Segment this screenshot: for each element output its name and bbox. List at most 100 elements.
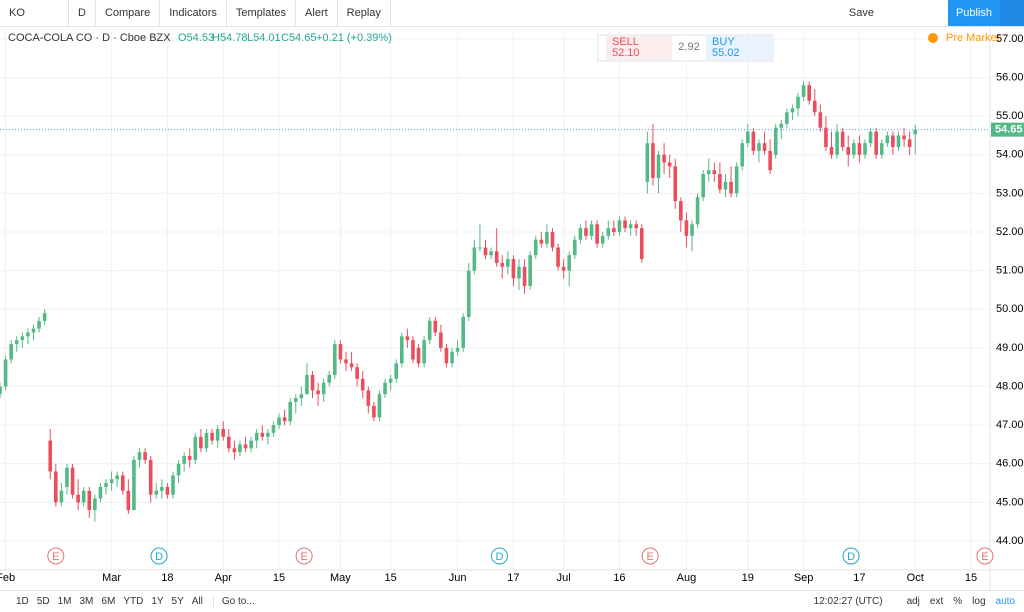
save-button[interactable]: Save [848, 7, 874, 19]
candle-body [556, 247, 560, 267]
pre-market-icon [928, 33, 938, 43]
candle-body [411, 340, 415, 360]
candle-body [684, 220, 689, 236]
candle-body [779, 123, 784, 128]
range[interactable]: 3M [79, 596, 94, 607]
candle-body [455, 347, 460, 352]
tool-button[interactable]: Templates [227, 0, 297, 26]
candle-body [104, 483, 108, 487]
play-button[interactable] [1000, 0, 1024, 26]
candle-body [812, 100, 817, 113]
candle-body [561, 266, 566, 271]
legend-high: H54.78 [212, 32, 247, 44]
candle-body [863, 143, 867, 155]
range[interactable]: 5Y [171, 596, 184, 607]
publish-button[interactable]: Publish [948, 0, 1000, 26]
candle-body [461, 316, 465, 348]
x-tick-label: Oct [907, 572, 924, 584]
candle-body [885, 135, 890, 144]
goto[interactable]: Go to... [212, 596, 259, 607]
candle-body [500, 262, 505, 267]
candle-body [59, 490, 64, 503]
y-tick-label: 57.00 [996, 33, 1024, 45]
x-tick-label: 15 [385, 572, 397, 584]
y-tick-label: 45.00 [996, 496, 1024, 508]
candle-body [299, 394, 304, 399]
candle-body [790, 108, 795, 113]
range[interactable]: YTD [123, 596, 144, 607]
candle-body [539, 239, 544, 244]
candle-body [718, 174, 722, 190]
candle-body [734, 166, 739, 194]
y-tick-label: 54.00 [996, 149, 1024, 161]
candle-body [277, 417, 281, 426]
candle-body [282, 417, 287, 422]
candle-body [115, 475, 119, 480]
clock: 12:02:27 (UTC) [813, 596, 883, 607]
sell-box[interactable] [606, 36, 672, 60]
candle-body [221, 429, 226, 437]
tool-button[interactable]: Alert [296, 0, 338, 26]
candle-body [584, 228, 588, 236]
candle-body [902, 135, 906, 140]
candle-body [907, 139, 912, 148]
y-tick-label: 56.00 [996, 71, 1024, 83]
candle-body [31, 328, 36, 333]
y-tick-label: 51.00 [996, 265, 1024, 277]
candle-body [321, 382, 326, 395]
interval[interactable]: D [69, 0, 96, 26]
tool-button[interactable]: Replay [338, 0, 391, 26]
range[interactable]: 1M [57, 596, 72, 607]
candle-body [824, 127, 828, 148]
range[interactable]: 1D [16, 596, 29, 607]
candle-body [494, 251, 499, 263]
candle-body [288, 401, 292, 422]
option[interactable]: adj [906, 596, 920, 607]
candle-body [305, 374, 309, 395]
candle-body [81, 490, 86, 503]
candle-body [54, 471, 58, 503]
candle-body [377, 394, 382, 418]
candle-body [801, 85, 806, 97]
range[interactable]: 6M [101, 596, 116, 607]
candle-body [846, 147, 851, 155]
event-marker [295, 547, 313, 565]
candle-body [472, 247, 477, 271]
candle-body [93, 498, 97, 511]
candle-body [840, 131, 845, 148]
candle-body [533, 239, 538, 256]
tool-button[interactable]: Compare [96, 0, 161, 26]
candle-body [483, 247, 488, 256]
event-label: E [300, 551, 307, 563]
event-label: E [52, 551, 59, 563]
candle-body [567, 255, 572, 271]
candle-body [645, 143, 650, 182]
candle-body [154, 490, 159, 495]
candle-body [723, 181, 728, 190]
option[interactable]: % [953, 596, 963, 607]
option[interactable]: log [972, 596, 986, 607]
y-tick-label: 46.00 [996, 458, 1024, 470]
candle-body [545, 232, 549, 244]
option[interactable]: auto [995, 596, 1015, 607]
candle-body [913, 129, 918, 135]
candle-body [701, 174, 705, 198]
x-tick-label: Jul [557, 572, 571, 584]
tool-button[interactable]: Indicators [160, 0, 227, 26]
candle-body [606, 228, 611, 236]
candle-body [238, 444, 242, 453]
range[interactable]: 1Y [151, 596, 164, 607]
option[interactable]: ext [929, 596, 944, 607]
legend-open: O54.53 [178, 32, 214, 44]
symbol[interactable]: KO [0, 0, 69, 26]
candle-body [807, 85, 811, 101]
range[interactable]: All [191, 596, 203, 607]
y-tick-label: 48.00 [996, 380, 1024, 392]
range[interactable]: 5D [36, 596, 50, 607]
candle-body [589, 224, 594, 236]
candle-body [316, 390, 320, 395]
buy-box[interactable] [706, 36, 772, 60]
candle-body [891, 135, 895, 148]
x-tick-label: Mar [102, 572, 121, 584]
candle-body [344, 359, 348, 364]
